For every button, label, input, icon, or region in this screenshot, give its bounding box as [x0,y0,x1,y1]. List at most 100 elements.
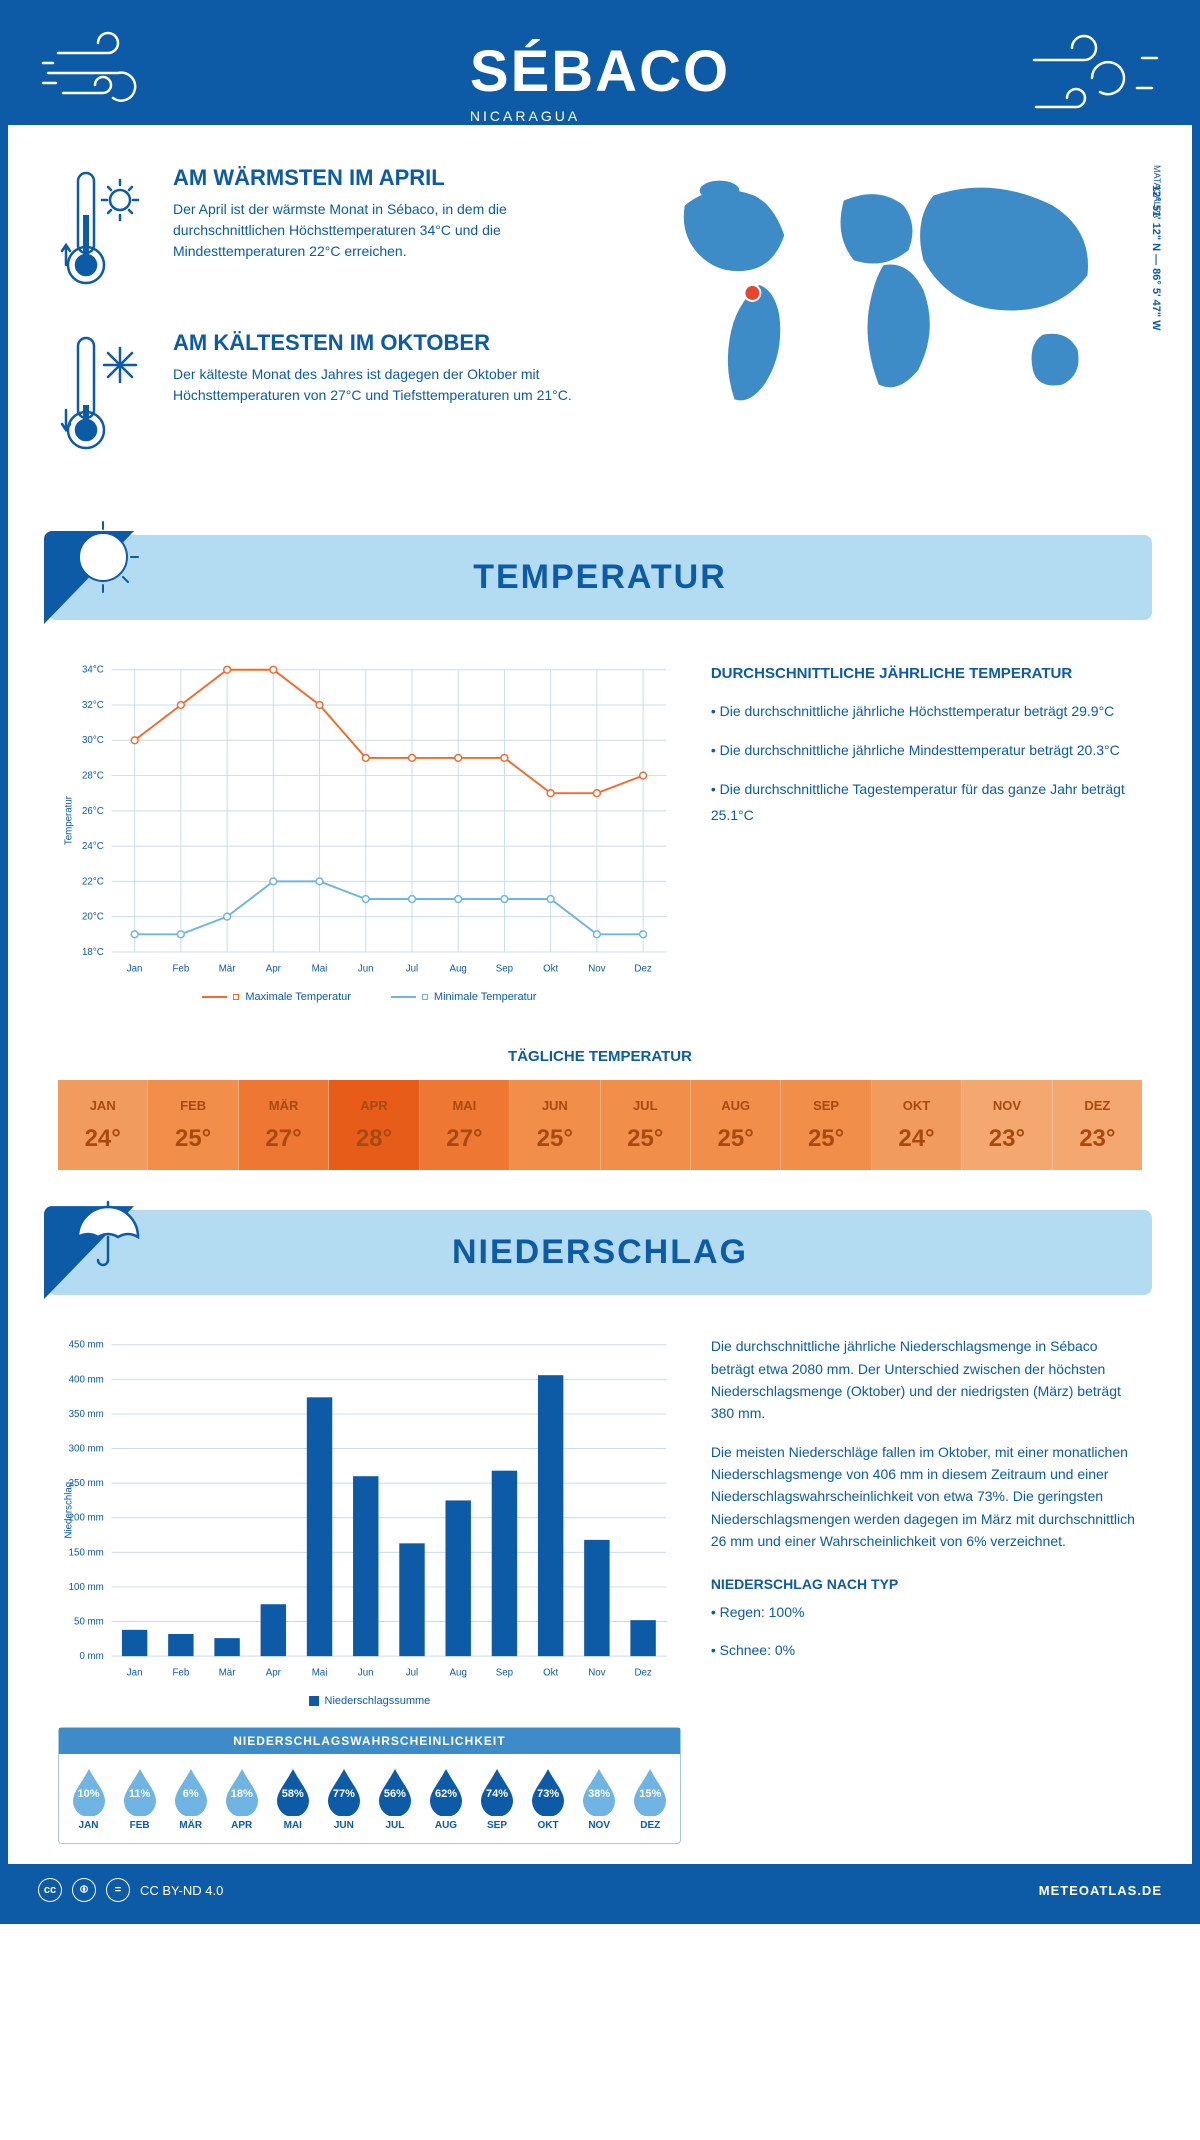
temperature-banner: TEMPERATUR [48,535,1152,620]
svg-text:Mär: Mär [219,963,237,974]
cold-title: AM KÄLTESTEN IM OKTOBER [173,330,605,356]
daily-temp-cell: JAN24° [58,1080,148,1170]
temp-info-title: DURCHSCHNITTLICHE JÄHRLICHE TEMPERATUR [711,660,1142,687]
daily-temp-cell: JUL25° [601,1080,691,1170]
prob-drop: 10%JAN [63,1766,114,1831]
svg-text:Apr: Apr [266,963,282,974]
legend-precip: Niederschlagssumme [309,1695,431,1707]
daily-temp-cell: MAI27° [420,1080,510,1170]
svg-text:Aug: Aug [450,1668,467,1679]
daily-temp-strip: JAN24°FEB25°MÄR27°APR28°MAI27°JUN25°JUL2… [58,1080,1142,1170]
intro-section: AM WÄRMSTEN IM APRIL Der April ist der w… [8,125,1192,515]
svg-text:22°C: 22°C [82,876,104,887]
svg-text:Sep: Sep [496,1668,513,1679]
svg-text:20°C: 20°C [82,912,104,923]
license-text: CC BY-ND 4.0 [140,1883,223,1898]
page-header: SÉBACO NICARAGUA [8,8,1192,125]
svg-text:Dez: Dez [634,1668,651,1679]
nd-icon: = [106,1878,130,1902]
prob-drop: 11%FEB [114,1766,165,1831]
warmest-fact: AM WÄRMSTEN IM APRIL Der April ist der w… [58,165,605,300]
svg-text:Mai: Mai [312,963,328,974]
prob-drop: 58%MAI [267,1766,318,1831]
prob-drop: 77%JUN [318,1766,369,1831]
svg-text:350 mm: 350 mm [69,1409,104,1420]
prob-drop: 73%OKT [523,1766,574,1831]
precip-para2: Die meisten Niederschläge fallen im Okto… [711,1441,1142,1553]
umbrella-icon [63,1192,143,1272]
svg-text:32°C: 32°C [82,700,104,711]
svg-text:300 mm: 300 mm [69,1444,104,1455]
svg-text:Okt: Okt [543,963,558,974]
svg-text:18°C: 18°C [82,947,104,958]
svg-text:Sep: Sep [496,963,513,974]
cc-icon: cc [38,1878,62,1902]
svg-text:Jul: Jul [406,1668,418,1679]
svg-text:450 mm: 450 mm [69,1340,104,1351]
svg-text:Apr: Apr [266,1668,282,1679]
svg-text:Feb: Feb [172,1668,189,1679]
site-name: METEOATLAS.DE [1039,1883,1162,1898]
svg-text:Jun: Jun [358,1668,374,1679]
temp-bullet: • Die durchschnittliche Tagestemperatur … [711,777,1142,827]
svg-text:Dez: Dez [634,963,651,974]
daily-temp-cell: SEP25° [781,1080,871,1170]
page-footer: cc 🅯 = CC BY-ND 4.0 METEOATLAS.DE [8,1864,1192,1916]
daily-temp-cell: NOV23° [962,1080,1052,1170]
svg-text:Nov: Nov [588,1668,605,1679]
svg-text:24°C: 24°C [82,841,104,852]
warm-title: AM WÄRMSTEN IM APRIL [173,165,605,191]
svg-text:Aug: Aug [450,963,467,974]
svg-text:Temperatur: Temperatur [64,795,75,845]
temperature-info: DURCHSCHNITTLICHE JÄHRLICHE TEMPERATUR •… [711,660,1142,1003]
precip-type-title: NIEDERSCHLAG NACH TYP [711,1573,1142,1595]
svg-text:Okt: Okt [543,1668,558,1679]
daily-temp-cell: APR28° [329,1080,419,1170]
wind-icon [1022,23,1162,123]
temp-bullet: • Die durchschnittliche jährliche Mindes… [711,738,1142,763]
by-icon: 🅯 [72,1878,96,1902]
svg-text:28°C: 28°C [82,770,104,781]
svg-text:26°C: 26°C [82,806,104,817]
daily-temp-cell: FEB25° [148,1080,238,1170]
svg-text:Jun: Jun [358,963,374,974]
thermometer-cold-icon [58,330,148,465]
legend-min: Minimale Temperatur [391,991,537,1003]
svg-text:Jan: Jan [127,963,143,974]
svg-text:Feb: Feb [172,963,189,974]
wind-icon [38,23,178,123]
prob-drop: 56%JUL [369,1766,420,1831]
svg-text:150 mm: 150 mm [69,1547,104,1558]
precip-title: NIEDERSCHLAG [452,1233,748,1272]
svg-text:50 mm: 50 mm [74,1617,104,1628]
svg-text:Jan: Jan [127,1668,143,1679]
precip-probability-box: NIEDERSCHLAGSWAHRSCHEINLICHKEIT 10%JAN11… [58,1727,681,1844]
svg-text:Mär: Mär [219,1668,237,1679]
cold-text: Der kälteste Monat des Jahres ist dagege… [173,364,605,406]
prob-drop: 38%NOV [574,1766,625,1831]
svg-text:100 mm: 100 mm [69,1582,104,1593]
svg-text:Niederschlag: Niederschlag [64,1482,75,1539]
country-subtitle: NICARAGUA [470,108,580,124]
sun-icon [63,517,143,597]
svg-text:Nov: Nov [588,963,605,974]
precipitation-banner: NIEDERSCHLAG [48,1210,1152,1295]
precip-info: Die durchschnittliche jährliche Niedersc… [711,1335,1142,1844]
prob-title: NIEDERSCHLAGSWAHRSCHEINLICHKEIT [59,1728,680,1754]
daily-temp-cell: MÄR27° [239,1080,329,1170]
temperature-title: TEMPERATUR [473,558,727,597]
daily-temp-cell: JUN25° [510,1080,600,1170]
daily-temp-cell: OKT24° [872,1080,962,1170]
svg-text:Jul: Jul [406,963,418,974]
precip-para1: Die durchschnittliche jährliche Niedersc… [711,1335,1142,1425]
precip-type-line: • Regen: 100% [711,1601,1142,1623]
coldest-fact: AM KÄLTESTEN IM OKTOBER Der kälteste Mon… [58,330,605,465]
coordinates-label: 12° 51' 12" N — 86° 5' 47" W [1150,185,1162,331]
daily-temp-cell: AUG25° [691,1080,781,1170]
prob-drop: 74%SEP [472,1766,523,1831]
svg-text:Mai: Mai [312,1668,328,1679]
daily-temp-title: TÄGLICHE TEMPERATUR [8,1048,1192,1065]
precipitation-bar-chart: 0 mm50 mm100 mm150 mm200 mm250 mm300 mm3… [58,1335,681,1685]
prob-drop: 6%MÄR [165,1766,216,1831]
city-title: SÉBACO [470,38,730,105]
